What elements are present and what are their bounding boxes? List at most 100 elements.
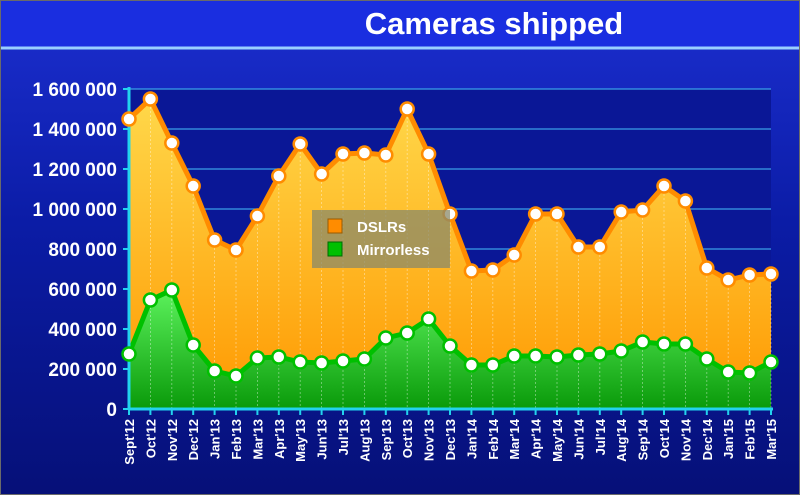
data-point-dslrs — [634, 202, 651, 218]
data-point-mirrorless — [699, 351, 715, 367]
y-tick-label: 0 — [106, 400, 117, 421]
data-point-dslrs — [185, 178, 201, 194]
legend-label-dslrs: DSLRs — [357, 219, 406, 236]
chart-title: Cameras shipped — [365, 6, 623, 41]
data-point-dslrs — [741, 267, 758, 283]
x-tick-label: May'14 — [550, 418, 565, 462]
x-tick-label: Dec'13 — [443, 419, 458, 460]
y-tick-label: 1 400 000 — [32, 120, 117, 141]
x-tick-label: Feb'14 — [486, 418, 501, 459]
x-tick-label: Mar'14 — [507, 418, 522, 459]
data-point-dslrs — [763, 266, 779, 282]
data-point-dslrs — [335, 146, 351, 162]
data-point-mirrorless — [121, 346, 137, 362]
data-point-mirrorless — [463, 357, 480, 373]
x-tick-label: Sep'14 — [636, 418, 651, 460]
x-tick-label: Feb'13 — [229, 419, 244, 460]
x-tick-label: Jul'14 — [593, 418, 608, 455]
legend: DSLRs Mirrorless — [312, 210, 450, 268]
data-point-dslrs — [549, 206, 565, 222]
data-points — [121, 91, 779, 384]
y-tick-labels: 0 200 000 400 000 600 000 800 000 1 000 000 1 … — [32, 80, 129, 421]
data-point-mirrorless — [634, 334, 651, 350]
data-point-mirrorless — [356, 351, 373, 367]
data-point-mirrorless — [677, 336, 694, 352]
data-point-dslrs — [570, 239, 587, 255]
data-point-mirrorless — [228, 368, 244, 384]
data-point-dslrs — [506, 247, 522, 263]
data-point-mirrorless — [185, 337, 201, 353]
y-tick-label: 1 000 000 — [32, 200, 117, 221]
legend-swatch-mirrorless — [327, 241, 343, 257]
x-tick-label: Apr'13 — [272, 419, 287, 459]
data-point-mirrorless — [656, 336, 672, 352]
data-point-mirrorless — [763, 354, 779, 370]
x-tick-label: Dec'12 — [186, 419, 201, 460]
x-tick-label: Nov'12 — [165, 419, 180, 461]
data-point-mirrorless — [206, 363, 223, 379]
data-point-mirrorless — [249, 350, 266, 366]
x-tick-label: Jun'13 — [315, 419, 330, 460]
data-point-dslrs — [164, 135, 180, 151]
x-tick-label: Oct'14 — [657, 418, 672, 458]
x-tick-labels: Sept'12 Oct'12 Nov'12 Dec'12 Jan'13 Feb'13 Mar… — [122, 409, 779, 465]
data-point-mirrorless — [292, 354, 308, 370]
data-point-mirrorless — [592, 346, 608, 362]
data-point-mirrorless — [271, 349, 287, 365]
title-bar — [1, 1, 799, 47]
x-tick-label: Jan'14 — [464, 418, 479, 459]
y-tick-label: 400 000 — [48, 320, 117, 341]
data-point-dslrs — [592, 239, 608, 255]
data-point-dslrs — [527, 206, 544, 222]
data-point-dslrs — [249, 208, 266, 224]
x-tick-label: Sept'12 — [122, 419, 137, 465]
x-tick-label: Dec'14 — [700, 418, 715, 460]
x-tick-label: Nov'14 — [678, 418, 693, 461]
data-point-dslrs — [485, 262, 501, 278]
data-point-dslrs — [313, 166, 330, 182]
data-point-mirrorless — [741, 365, 758, 381]
data-point-dslrs — [206, 232, 223, 248]
y-tick-label: 200 000 — [48, 360, 117, 381]
x-tick-label: Apr'14 — [529, 418, 544, 459]
data-point-mirrorless — [442, 338, 458, 354]
x-tick-label: Jul'13 — [336, 419, 351, 455]
x-tick-label: Oct'12 — [143, 419, 158, 458]
x-tick-label: Oct'13 — [400, 419, 415, 458]
data-point-mirrorless — [399, 325, 415, 341]
data-point-dslrs — [420, 146, 437, 162]
data-point-mirrorless — [164, 282, 180, 298]
data-point-dslrs — [699, 260, 715, 276]
x-tick-label: Feb'15 — [743, 419, 758, 460]
x-tick-label: Aug'13 — [357, 419, 372, 462]
data-point-mirrorless — [485, 357, 501, 373]
x-tick-label: Nov'13 — [422, 419, 437, 461]
data-point-dslrs — [228, 242, 244, 258]
y-tick-label: 1 200 000 — [32, 160, 117, 181]
data-point-dslrs — [720, 272, 736, 288]
data-point-dslrs — [378, 147, 394, 163]
data-point-dslrs — [142, 91, 159, 107]
x-tick-label: Aug'14 — [614, 418, 629, 462]
data-point-dslrs — [613, 204, 629, 220]
data-point-mirrorless — [506, 348, 522, 364]
data-point-mirrorless — [420, 311, 437, 327]
x-tick-label: May'13 — [293, 419, 308, 462]
data-point-dslrs — [292, 136, 308, 152]
y-tick-label: 1 600 000 — [32, 80, 117, 101]
y-tick-label: 800 000 — [48, 240, 117, 261]
data-point-dslrs — [463, 263, 480, 279]
x-tick-label: Mar'15 — [764, 419, 779, 460]
data-point-dslrs — [399, 101, 415, 117]
data-point-mirrorless — [335, 353, 351, 369]
data-point-mirrorless — [527, 348, 544, 364]
data-point-mirrorless — [570, 347, 587, 363]
data-point-dslrs — [356, 145, 373, 161]
legend-swatch-dslrs — [327, 218, 343, 234]
legend-label-mirrorless: Mirrorless — [357, 242, 430, 259]
x-tick-label: Mar'13 — [250, 419, 265, 460]
data-point-dslrs — [656, 178, 672, 194]
data-point-dslrs — [121, 111, 137, 127]
x-tick-label: Jan'15 — [721, 419, 736, 459]
